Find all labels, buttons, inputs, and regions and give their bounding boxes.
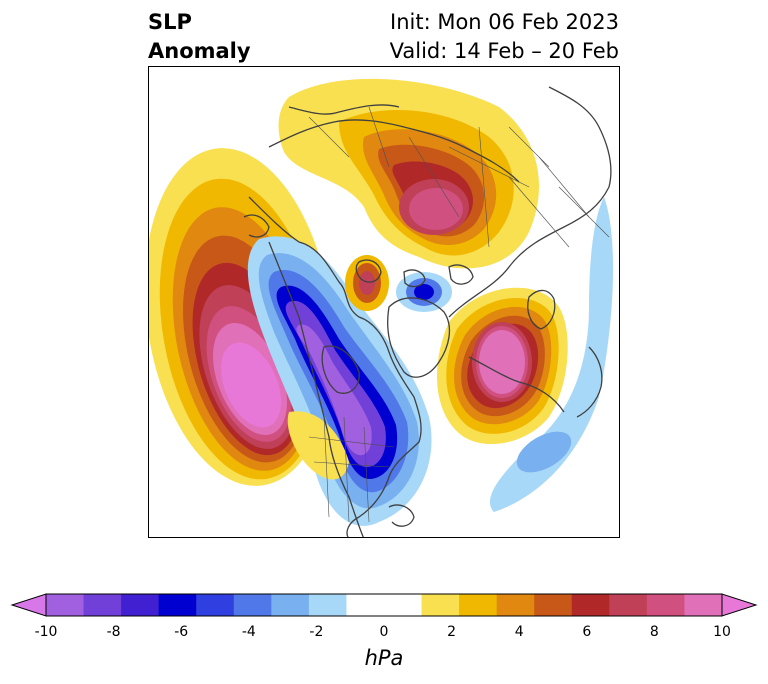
colorbar-tick-label: -2 — [309, 624, 324, 640]
siberia-high-anomaly — [278, 78, 539, 269]
forecast-dates: Init: Mon 06 Feb 2023 Valid: 14 Feb – 20… — [390, 8, 619, 66]
anomaly-map — [149, 78, 614, 537]
colorbar-bin — [158, 594, 197, 616]
political-borders — [308, 106, 610, 523]
colorbar-tick-label: -4 — [241, 624, 256, 640]
coastlines — [243, 86, 612, 537]
colorbar-bin — [233, 594, 272, 616]
colorbar-bin — [384, 594, 423, 616]
colorbar-bin — [308, 594, 347, 616]
colorbar-svg — [10, 593, 758, 617]
init-date: Init: Mon 06 Feb 2023 — [390, 10, 619, 34]
colorbar-bin — [346, 594, 385, 616]
title-variable-line1: SLP — [148, 10, 192, 34]
colorbar-bin — [571, 594, 610, 616]
colorbar-tick-label: 6 — [582, 624, 592, 640]
colorbar-bin — [684, 594, 723, 616]
colorbar-tick-label: -6 — [174, 624, 189, 640]
pacific-high-anomaly — [149, 148, 334, 486]
colorbar-unit: hPa — [364, 646, 404, 670]
chart-title: SLP Anomaly — [148, 8, 251, 66]
colorbar-under-arrow — [10, 593, 47, 617]
colorbar-tick-label: -10 — [34, 624, 58, 640]
us-east-anomaly — [287, 411, 349, 480]
colorbar-tick-label: 2 — [447, 624, 457, 640]
colorbar-tick-label: 0 — [379, 624, 389, 640]
colorbar-bin — [121, 594, 160, 616]
colorbar-tick-label: 4 — [514, 624, 524, 640]
colorbar — [10, 590, 758, 620]
colorbar-tick-label: 10 — [713, 624, 731, 640]
title-variable-line2: Anomaly — [148, 39, 251, 63]
valid-range: Valid: 14 Feb – 20 Feb — [389, 39, 619, 63]
colorbar-bin — [609, 594, 648, 616]
map-panel — [148, 66, 620, 538]
colorbar-bin — [496, 594, 535, 616]
colorbar-bin — [46, 594, 85, 616]
colorbar-bin — [196, 594, 235, 616]
colorbar-bin — [459, 594, 498, 616]
colorbar-bin — [83, 594, 122, 616]
colorbar-bin — [271, 594, 310, 616]
colorbar-bin — [534, 594, 573, 616]
colorbar-bin — [421, 594, 460, 616]
colorbar-over-arrow — [721, 593, 758, 617]
atlantic-high-anomaly — [437, 287, 568, 445]
colorbar-tick-label: 8 — [649, 624, 659, 640]
atlantic-low-anomaly — [489, 197, 614, 512]
colorbar-frame — [45, 593, 723, 617]
colorbar-tick-label: -8 — [106, 624, 121, 640]
colorbar-bin — [646, 594, 685, 616]
